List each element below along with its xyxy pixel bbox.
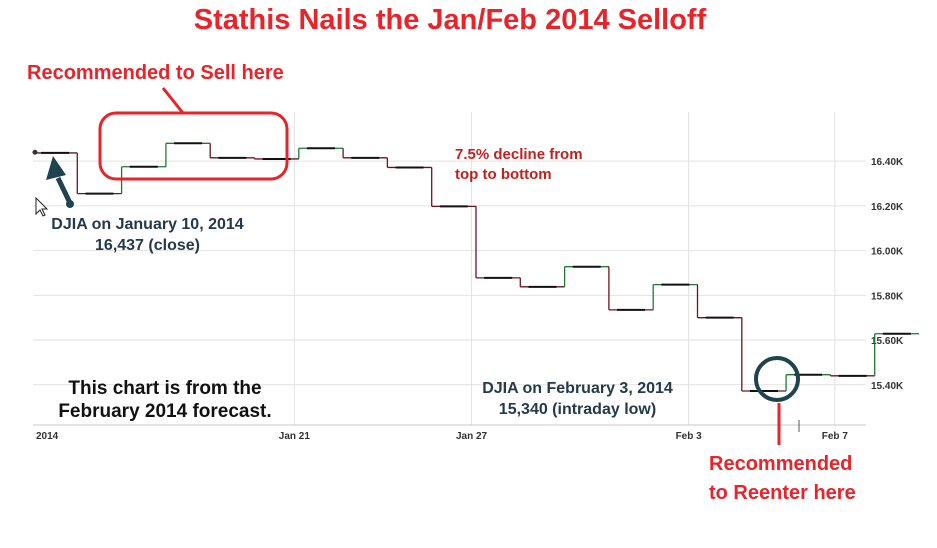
y-tick-label: 16.20K bbox=[871, 202, 904, 213]
jan10-arrow-shaft bbox=[55, 176, 73, 205]
jan10-callout-line2: 16,437 (close) bbox=[95, 237, 200, 254]
x-tick-label: Jan 21 bbox=[279, 431, 311, 442]
jan10-arrow-head bbox=[46, 156, 66, 180]
reenter-callout-line2: to Reenter here bbox=[709, 482, 856, 504]
chart-axes: 16.40K 16.20K 16.00K 15.80K 15.60K 15.40K 2014… bbox=[33, 157, 904, 442]
cursor-arrow-icon bbox=[35, 196, 49, 217]
y-tick-label: 16.40K bbox=[871, 157, 904, 168]
source-note-line1: This chart is from the bbox=[68, 378, 262, 399]
reenter-circle bbox=[754, 356, 800, 402]
reenter-callout-line1: Recommended bbox=[709, 453, 853, 475]
decline-note-line1: 7.5% decline from bbox=[455, 146, 583, 163]
y-tick-label: 16.00K bbox=[871, 247, 904, 258]
sell-callout: Recommended to Sell here bbox=[27, 62, 284, 84]
chart-title: Stathis Nails the Jan/Feb 2014 Selloff bbox=[193, 4, 707, 36]
y-tick-label: 15.40K bbox=[871, 381, 904, 392]
y-tick-label: 15.60K bbox=[871, 336, 904, 347]
chart-price-bars bbox=[32, 142, 919, 393]
plot-area bbox=[33, 112, 866, 425]
series-start-dot bbox=[32, 149, 38, 155]
jan10-arrow-tail bbox=[66, 200, 74, 208]
x-tick-label: Feb 7 bbox=[822, 431, 849, 442]
decline-note-line2: top to bottom bbox=[455, 166, 552, 183]
source-note-line2: February 2014 forecast. bbox=[58, 401, 272, 422]
chart-overlays bbox=[35, 87, 800, 445]
x-tick-label: Jan 27 bbox=[456, 431, 488, 442]
x-tick-label: 2014 bbox=[36, 431, 59, 442]
feb3-callout-line2: 15,340 (intraday low) bbox=[498, 401, 657, 418]
feb3-callout-line1: DJIA on February 3, 2014 bbox=[482, 380, 673, 397]
y-tick-label: 15.80K bbox=[871, 291, 904, 302]
chart-gridlines bbox=[33, 112, 866, 425]
jan10-callout-line1: DJIA on January 10, 2014 bbox=[51, 216, 244, 233]
sell-zone-box bbox=[98, 111, 289, 181]
sell-pointer-line bbox=[161, 87, 185, 114]
x-tick-label: Feb 3 bbox=[676, 431, 703, 442]
